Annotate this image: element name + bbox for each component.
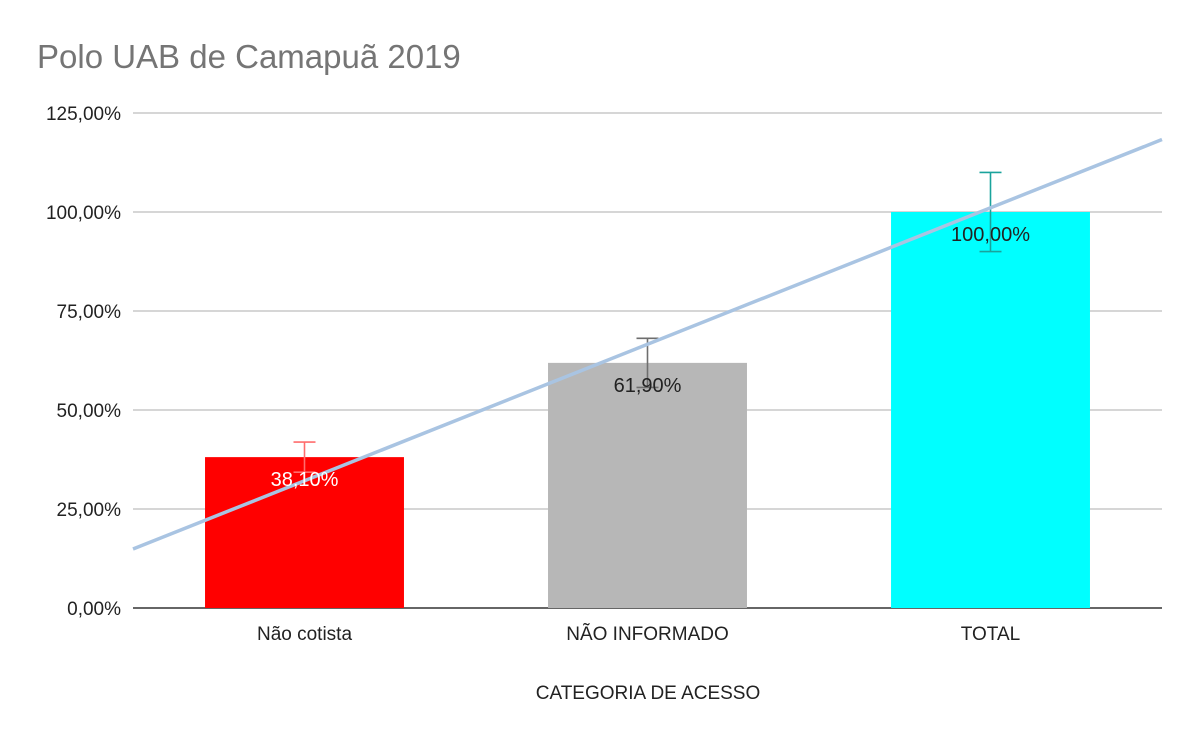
data-labels: 38,10% 61,90% 100,00% [271,224,1031,491]
chart-title: Polo UAB de Camapuã 2019 [37,38,461,75]
error-bars [293,171,1002,473]
category-label: TOTAL [961,624,1020,645]
trendline-group [132,137,1163,551]
y-tick-label: 25,00% [57,500,122,521]
category-label: Não cotista [257,624,352,645]
y-tick-label: 0,00% [67,599,121,620]
bar [548,362,747,608]
bars [205,212,1090,608]
x-axis-categories: Não cotista NÃO INFORMADO TOTAL [257,623,1020,645]
data-label: 61,90% [614,375,682,397]
data-label: 100,00% [951,224,1030,246]
y-tick-label: 75,00% [57,302,122,323]
data-label: 38,10% [271,469,339,491]
y-tick-label: 125,00% [46,104,121,125]
y-axis-ticks: 0,00% 25,00% 50,00% 75,00% 100,00% 125,00% [46,104,121,620]
trendline [132,137,1163,551]
y-tick-label: 100,00% [46,203,121,224]
category-label: NÃO INFORMADO [566,623,729,645]
bar [891,212,1090,608]
x-axis-label: CATEGORIA DE ACESSO [536,683,761,704]
y-tick-label: 50,00% [57,401,122,422]
